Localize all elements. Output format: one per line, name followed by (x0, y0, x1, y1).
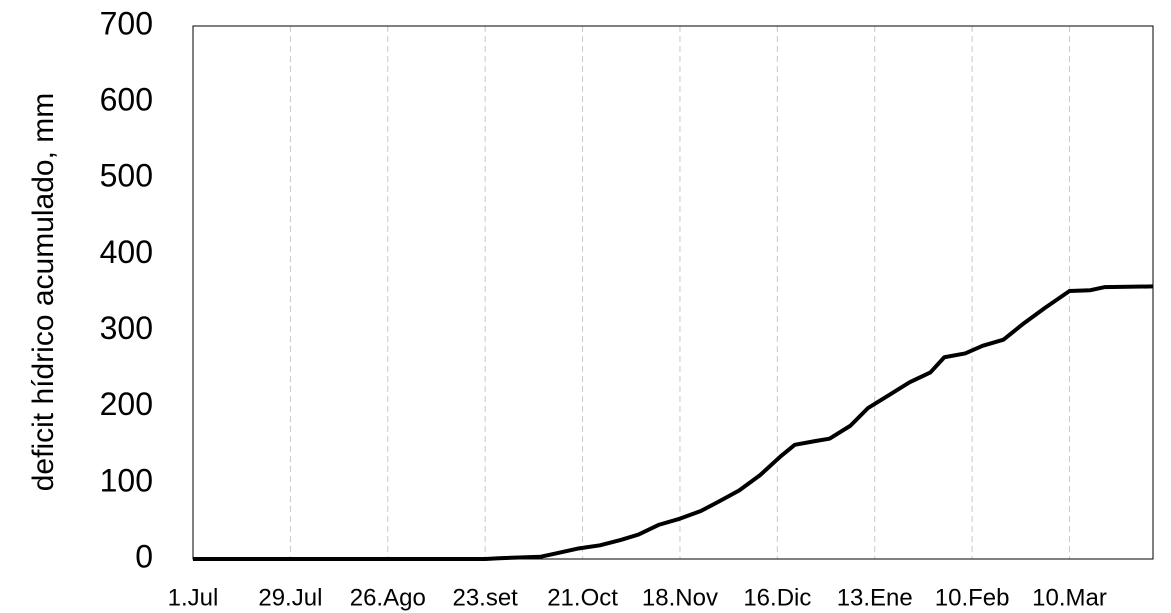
plot-frame (192, 25, 1154, 560)
x-tick-label: 23.set (452, 584, 518, 611)
x-tick-label: 21.Oct (547, 584, 618, 611)
x-tick-label: 29.Jul (258, 584, 322, 611)
y-tick-label: 300 (100, 310, 153, 346)
y-tick-label: 100 (100, 462, 153, 498)
x-tick-label: 1.Jul (168, 584, 219, 611)
x-tick-label: 10.Mar (1032, 584, 1107, 611)
x-tick-label: 18.Nov (642, 584, 718, 611)
y-tick-label: 0 (135, 538, 153, 574)
y-tick-label: 600 (100, 82, 153, 118)
y-axis-title: deficit hídrico acumulado, mm (27, 93, 60, 492)
y-tick-label: 500 (100, 158, 153, 194)
data-line (193, 284, 1154, 561)
y-tick-label: 200 (100, 386, 153, 422)
x-tick-label: 26.Ago (350, 584, 426, 611)
x-tick-label: 16.Dic (743, 584, 811, 611)
y-tick-label: 400 (100, 234, 153, 270)
y-tick-label: 700 (100, 5, 153, 41)
x-tick-label: 13.Ene (837, 584, 913, 611)
x-tick-label: 10.Feb (935, 584, 1010, 611)
